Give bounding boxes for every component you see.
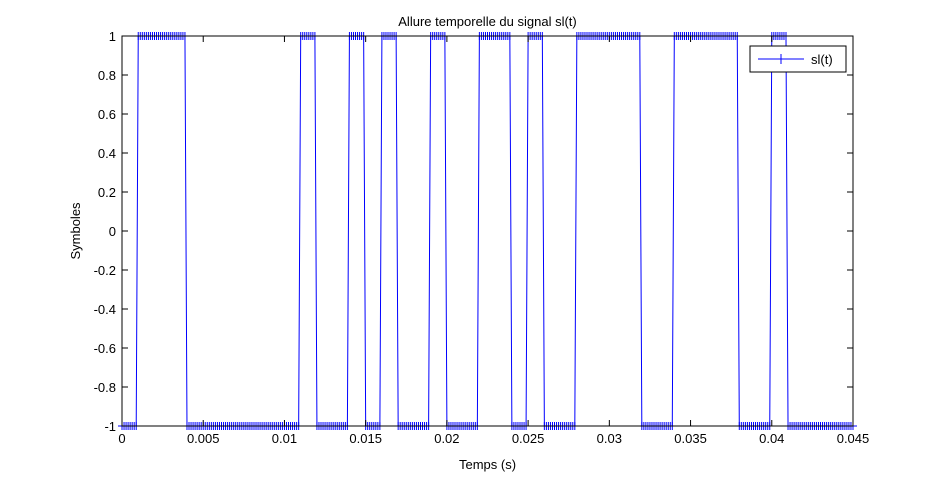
y-tick-label: -1: [104, 419, 116, 434]
x-tick-label: 0.03: [597, 431, 622, 446]
x-tick-label: 0.01: [272, 431, 297, 446]
x-tick-label: 0: [118, 431, 125, 446]
x-tick-label: 0.045: [837, 431, 870, 446]
y-tick-label: -0.2: [94, 263, 116, 278]
x-tick-label: 0.035: [674, 431, 707, 446]
y-tick-label: -0.6: [94, 341, 116, 356]
y-tick-label: 0.4: [98, 146, 116, 161]
y-tick-label: 0.2: [98, 185, 116, 200]
plot-area: [122, 36, 853, 426]
y-tick-label: 0: [109, 224, 116, 239]
x-tick-label: 0.015: [349, 431, 382, 446]
chart-title: Allure temporelle du signal sl(t): [398, 14, 576, 29]
x-tick-label: 0.005: [187, 431, 220, 446]
tick-layer: 0 0.005 0.01 0.015 0.02 0.025 0.03 0.035 0.04 0.0…: [94, 29, 870, 446]
y-tick-label: 0.8: [98, 68, 116, 83]
legend-label: sl(t): [811, 52, 833, 67]
x-tick-label: 0.025: [512, 431, 545, 446]
x-tick-label: 0.04: [759, 431, 784, 446]
y-tick-label: -0.8: [94, 380, 116, 395]
y-tick-label: -0.4: [94, 302, 116, 317]
x-axis-label: Temps (s): [459, 457, 516, 472]
x-tick-label: 0.02: [434, 431, 459, 446]
y-tick-label: 0.6: [98, 107, 116, 122]
y-axis-label: Symboles: [68, 202, 83, 260]
legend: sl(t): [749, 45, 847, 73]
y-tick-label: 1: [109, 29, 116, 44]
